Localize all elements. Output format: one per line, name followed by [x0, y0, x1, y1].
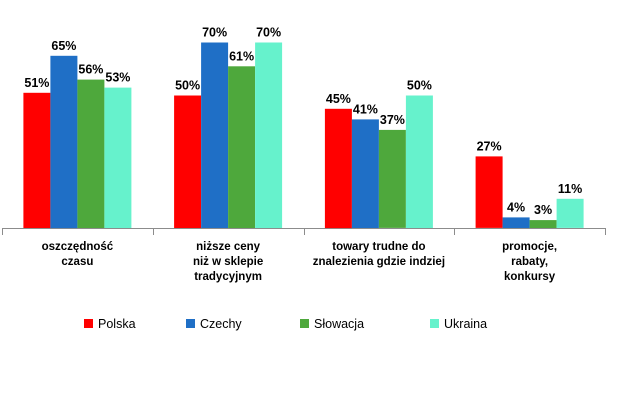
legend-swatch-polska: [84, 319, 93, 328]
bar-polska-3: [324, 108, 352, 229]
value-label-polska-3: 45%: [326, 92, 351, 106]
legend-label-ukraina: Ukraina: [444, 317, 487, 331]
category-label-line: konkursy: [504, 271, 556, 283]
category-label-line: promocje,: [502, 241, 557, 253]
category-label-line: rabaty,: [511, 256, 548, 268]
value-label-ukraina-2: 70%: [256, 26, 281, 40]
value-label-czechy-4: 4%: [507, 200, 525, 214]
value-label-slowacja-2: 61%: [229, 49, 254, 63]
category-label-1: oszczędność czasu: [42, 241, 114, 268]
bar-slowacja-3: [378, 129, 406, 228]
bar-ukraina-4: [556, 198, 584, 228]
value-label-czechy-2: 70%: [202, 26, 227, 40]
bar-czechy-1: [50, 55, 78, 229]
bar-slowacja-2: [228, 66, 256, 228]
legend-swatch-czechy: [186, 319, 195, 328]
category-label-line: niż w sklepie: [193, 256, 263, 268]
category-label-line: oszczędność: [42, 241, 114, 253]
bar-ukraina-3: [405, 95, 433, 228]
bar-polska-4: [475, 156, 503, 228]
category-label-3: towary trudne do znalezienia gdzie indzie…: [313, 241, 445, 268]
bar-ukraina-2: [255, 42, 283, 228]
value-label-czechy-3: 41%: [353, 102, 378, 116]
category-label-2: niższe ceny niż w sklepie tradycyjnym: [193, 241, 263, 283]
legend-label-slowacja: Słowacja: [314, 317, 364, 331]
value-label-polska-2: 50%: [175, 79, 200, 93]
category-label-line: tradycyjnym: [194, 271, 262, 283]
bar-slowacja-1: [77, 79, 105, 228]
category-label-line: znalezienia gdzie indziej: [313, 256, 445, 268]
value-labels-layer: 51% 65%56%53% 50% 70%61%70% 45%41%37% 50% 27% 4…: [24, 26, 582, 218]
value-label-ukraina-3: 50%: [407, 79, 432, 93]
bar-ukraina-1: [104, 87, 132, 228]
category-labels-layer: oszczędność czasu niższe ceny niż w sklepie…: [42, 241, 557, 283]
bars-layer: [23, 42, 584, 229]
legend-label-czechy: Czechy: [200, 317, 242, 331]
category-label-line: czasu: [61, 256, 93, 268]
bar-polska-1: [23, 92, 51, 228]
value-label-ukraina-1: 53%: [105, 71, 130, 85]
category-label-line: niższe ceny: [196, 241, 261, 253]
legend-label-polska: Polska: [98, 317, 136, 331]
category-label-4: promocje, rabaty, konkursy: [502, 241, 557, 283]
value-label-ukraina-4: 11%: [558, 182, 582, 196]
value-label-czechy-1: 65%: [51, 39, 76, 53]
value-label-slowacja-3: 37%: [380, 113, 405, 127]
category-label-line: towary trudne do: [332, 241, 425, 253]
legend: Polska Czechy Słowacja Ukraina: [84, 317, 487, 331]
bar-polska-2: [174, 95, 202, 228]
axis-layer: [2, 228, 606, 235]
bar-czechy-4: [502, 217, 530, 228]
bar-slowacja-4: [529, 220, 557, 228]
legend-swatch-ukraina: [430, 319, 439, 328]
value-label-polska-4: 27%: [477, 139, 502, 153]
bar-czechy-2: [201, 42, 229, 228]
value-label-slowacja-4: 3%: [534, 203, 552, 217]
legend-swatch-slowacja: [300, 319, 309, 328]
value-label-polska-1: 51%: [24, 76, 49, 90]
value-label-slowacja-1: 56%: [78, 63, 103, 77]
bar-czechy-3: [351, 119, 379, 228]
